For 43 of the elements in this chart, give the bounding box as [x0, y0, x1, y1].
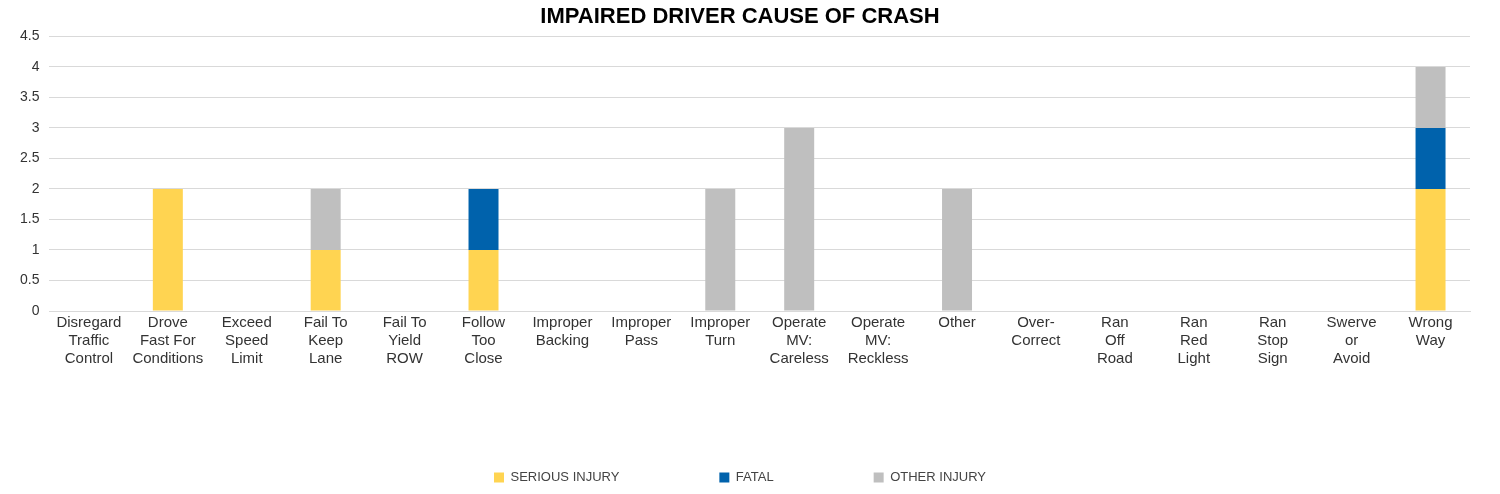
legend-label: OTHER INJURY [890, 469, 987, 485]
bar [152, 188, 183, 311]
y-tick-label: 0.5 [19, 271, 40, 288]
y-tick-label: 2.5 [19, 149, 40, 166]
x-tick-label: Swerve or Avoid [1326, 313, 1377, 367]
y-tick-label: 4.5 [19, 27, 40, 44]
x-tick-label: Exceed Speed Limit [221, 313, 272, 367]
y-tick-label: 4 [31, 57, 40, 74]
x-tick-label: Follow Too Close [461, 313, 506, 367]
x-tick-label: Fail To Yield ROW [382, 313, 427, 367]
bar [1415, 188, 1446, 311]
x-tick-label: Other [938, 313, 976, 331]
legend-label: SERIOUS INJURY [510, 469, 620, 485]
bar [1415, 66, 1446, 128]
bar [784, 127, 815, 311]
x-tick-label: Wrong Way [1408, 313, 1453, 349]
bar [942, 188, 973, 311]
x-tick-label: Improper Pass [611, 313, 672, 349]
bar [468, 188, 499, 250]
x-tick-label: Operate MV: Careless [769, 313, 829, 367]
x-tick-label: Ran Red Light [1177, 313, 1211, 367]
x-tick-label: Disregard Traffic Control [56, 313, 122, 367]
chart-title: IMPAIRED DRIVER CAUSE OF CRASH [540, 3, 940, 29]
x-tick-label: Ran Stop Sign [1257, 313, 1289, 367]
bar [1415, 127, 1446, 189]
x-tick-label: Improper Backing [532, 313, 593, 349]
bar [705, 188, 736, 311]
x-tick-label: Operate MV: Reckless [847, 313, 909, 367]
x-tick-label: Over- Correct [1011, 313, 1062, 349]
bar [310, 188, 341, 250]
x-tick-label: Drove Fast For Conditions [132, 313, 204, 367]
y-tick-label: 0 [31, 301, 40, 318]
y-tick-label: 1.5 [19, 210, 40, 227]
y-tick-label: 2 [31, 179, 40, 196]
y-tick-label: 1 [31, 240, 40, 257]
x-tick-label: Improper Turn [690, 313, 751, 349]
x-tick-label: Fail To Keep Lane [303, 313, 348, 367]
bar [468, 249, 499, 311]
bar [310, 249, 341, 311]
x-tick-label: Ran Off Road [1096, 313, 1133, 367]
legend-label: FATAL [735, 469, 774, 485]
y-tick-label: 3 [31, 118, 40, 135]
y-tick-label: 3.5 [19, 88, 40, 105]
